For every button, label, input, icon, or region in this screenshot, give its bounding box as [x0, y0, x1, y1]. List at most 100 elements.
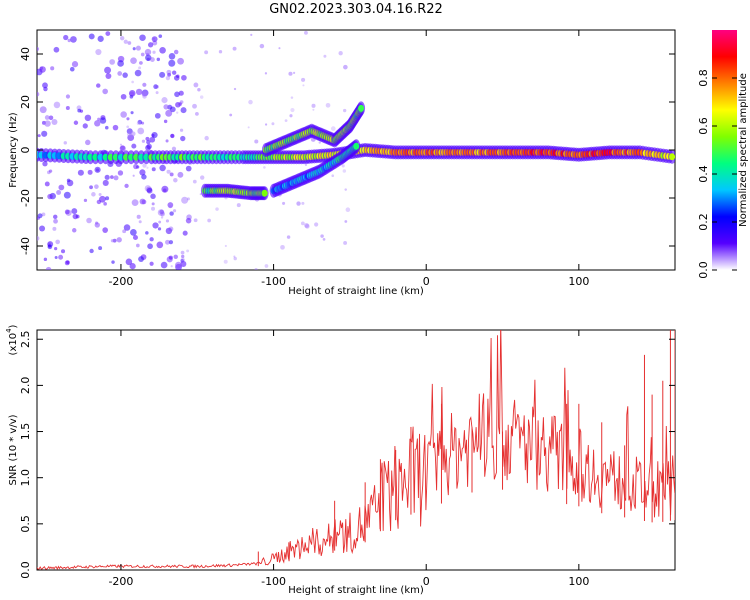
noise-point	[180, 135, 186, 142]
noise-point	[151, 36, 158, 43]
snr-y-axis-label: SNR (10 * v/v)	[8, 414, 19, 485]
noise-point	[180, 107, 187, 114]
noise-point	[186, 249, 190, 253]
noise-point	[133, 163, 139, 170]
noise-point	[173, 177, 178, 183]
noise-point	[145, 136, 150, 141]
noise-point	[178, 90, 184, 96]
noise-point	[123, 39, 128, 44]
noise-point	[174, 91, 180, 98]
noise-point	[170, 134, 175, 138]
noise-point	[97, 35, 104, 42]
noise-point	[185, 217, 192, 224]
noise-point	[155, 84, 159, 89]
noise-point	[204, 50, 209, 55]
noise-point	[180, 250, 185, 255]
y-tick-label: 20	[19, 95, 32, 109]
noise-point	[167, 202, 174, 208]
noise-point	[66, 179, 74, 187]
x-tick-label: -100	[261, 575, 286, 588]
colorbar-tick-label: 0.8	[697, 69, 710, 87]
noise-point	[145, 54, 152, 61]
noise-point	[132, 235, 138, 241]
svg-text:(x104): (x104)	[5, 324, 19, 355]
noise-point	[111, 260, 115, 264]
noise-point	[173, 75, 180, 81]
noise-point	[151, 167, 156, 172]
noise-point	[120, 93, 127, 100]
noise-point	[177, 171, 184, 178]
noise-point	[102, 179, 109, 186]
noise-point	[168, 240, 174, 245]
noise-point	[172, 70, 177, 75]
noise-point	[161, 97, 168, 104]
noise-point	[77, 169, 84, 176]
x-tick-label: 100	[568, 275, 589, 288]
noise-point	[130, 228, 137, 236]
noise-point	[41, 212, 46, 217]
noise-point	[289, 114, 293, 118]
x-tick-label: 100	[568, 575, 589, 588]
noise-point	[169, 106, 176, 113]
noise-point	[197, 88, 201, 92]
noise-point	[65, 106, 70, 111]
noise-point	[160, 216, 164, 219]
noise-point	[169, 172, 174, 177]
noise-point	[103, 202, 107, 206]
noise-point	[56, 189, 62, 195]
noise-point	[172, 209, 177, 213]
noise-point	[42, 161, 48, 167]
noise-point	[137, 127, 145, 135]
noise-point	[102, 227, 109, 233]
noise-point	[142, 163, 147, 168]
y-tick-label: 2.5	[19, 330, 32, 348]
noise-point	[296, 201, 301, 206]
noise-point	[126, 117, 130, 121]
noise-point	[53, 218, 58, 224]
noise-point	[236, 203, 241, 208]
noise-point	[136, 122, 140, 125]
y-tick-label: -40	[19, 237, 32, 255]
noise-point	[44, 181, 50, 187]
x-tick-label: 0	[423, 575, 430, 588]
noise-point	[152, 222, 159, 229]
noise-point	[165, 139, 169, 143]
noise-point	[154, 112, 161, 119]
noise-point	[60, 249, 66, 254]
noise-point	[147, 42, 154, 48]
noise-point	[94, 166, 101, 173]
colorbar: 0.0 0.2 0.4 0.6 0.8 Normalized spectral ampl…	[697, 30, 749, 279]
noise-point	[264, 72, 268, 75]
noise-point	[151, 206, 156, 211]
noise-point	[159, 46, 166, 54]
noise-point	[158, 34, 163, 38]
noise-point	[304, 30, 308, 35]
noise-point	[343, 241, 348, 245]
noise-point	[168, 226, 174, 232]
snr-panel: -200 -100 0 100 0.0 0.5 1.0 1.5 2.0 2.5 Height of…	[5, 324, 676, 596]
noise-point	[117, 60, 124, 67]
noise-point	[199, 95, 204, 99]
noise-point	[159, 71, 166, 78]
noise-point	[325, 102, 331, 108]
noise-point	[97, 117, 101, 121]
noise-point	[88, 33, 95, 40]
noise-point	[126, 125, 130, 129]
noise-point	[168, 59, 176, 67]
noise-point	[163, 119, 168, 124]
noise-point	[51, 118, 58, 125]
noise-point	[126, 132, 131, 137]
noise-point	[105, 73, 112, 79]
noise-point	[149, 237, 154, 242]
noise-point	[91, 192, 96, 197]
noise-point	[104, 66, 112, 74]
noise-point	[37, 213, 43, 219]
noise-point	[89, 248, 94, 254]
noise-point	[179, 128, 184, 132]
noise-point	[110, 239, 115, 243]
noise-point	[170, 265, 173, 268]
noise-point	[150, 191, 153, 194]
noise-point	[165, 109, 173, 117]
noise-point	[95, 48, 102, 56]
